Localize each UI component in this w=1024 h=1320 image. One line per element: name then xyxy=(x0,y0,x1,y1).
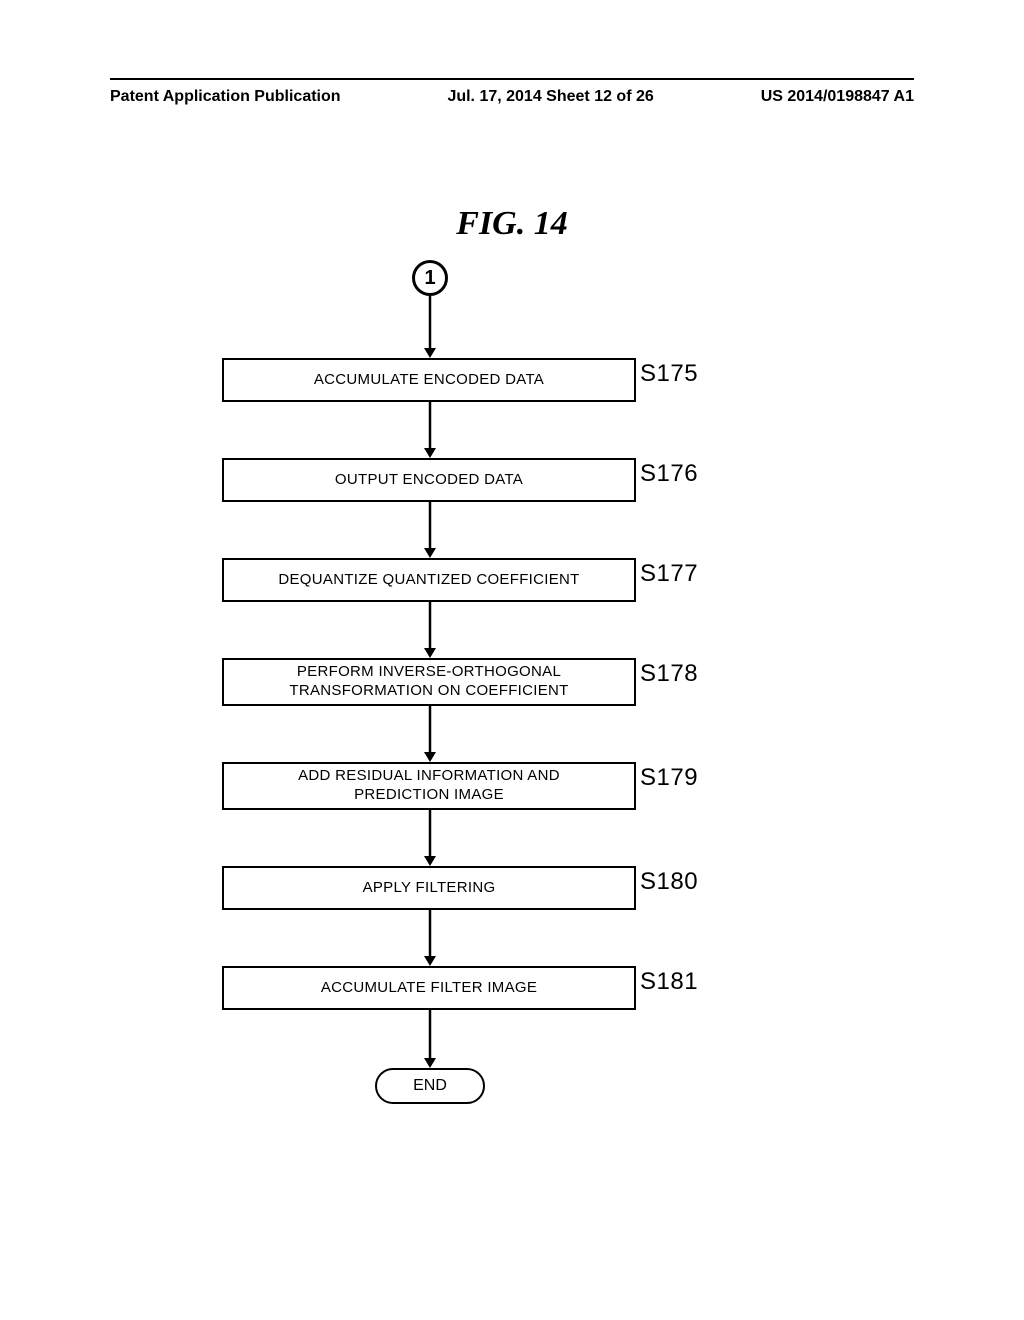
flow-step-text: ACCUMULATE ENCODED DATA xyxy=(314,371,544,390)
connector-label: 1 xyxy=(424,267,435,290)
flow-arrow xyxy=(422,402,438,458)
flow-step: ACCUMULATE ENCODED DATA xyxy=(222,358,636,402)
flow-arrow xyxy=(422,706,438,762)
flow-arrow xyxy=(422,602,438,658)
header-left: Patent Application Publication xyxy=(110,88,341,106)
flow-arrow xyxy=(422,1010,438,1068)
flow-arrow xyxy=(422,810,438,866)
flow-step-text: PERFORM INVERSE-ORTHOGONALTRANSFORMATION… xyxy=(289,663,568,701)
flow-arrow xyxy=(422,502,438,558)
flow-step: ACCUMULATE FILTER IMAGE xyxy=(222,966,636,1010)
header-rule xyxy=(110,78,914,80)
flow-terminator: END xyxy=(375,1068,485,1104)
flow-connector: 1 xyxy=(412,260,448,296)
step-label: S180 xyxy=(640,868,698,896)
flow-step-text: OUTPUT ENCODED DATA xyxy=(335,471,523,490)
header-center: Jul. 17, 2014 Sheet 12 of 26 xyxy=(447,88,653,106)
flow-arrow xyxy=(422,910,438,966)
flow-step: DEQUANTIZE QUANTIZED COEFFICIENT xyxy=(222,558,636,602)
flow-step: PERFORM INVERSE-ORTHOGONALTRANSFORMATION… xyxy=(222,658,636,706)
flow-step-text: ACCUMULATE FILTER IMAGE xyxy=(321,979,537,998)
step-label: S179 xyxy=(640,764,698,792)
figure-title: FIG. 14 xyxy=(0,205,1024,243)
terminator-label: END xyxy=(413,1077,447,1095)
step-label: S176 xyxy=(640,460,698,488)
header-right: US 2014/0198847 A1 xyxy=(761,88,914,106)
step-label: S177 xyxy=(640,560,698,588)
flow-step: OUTPUT ENCODED DATA xyxy=(222,458,636,502)
step-label: S181 xyxy=(640,968,698,996)
flow-step-text: ADD RESIDUAL INFORMATION ANDPREDICTION I… xyxy=(298,767,560,805)
flow-step: APPLY FILTERING xyxy=(222,866,636,910)
page-header: Patent Application Publication Jul. 17, … xyxy=(110,88,914,106)
flow-arrow xyxy=(422,296,438,358)
flow-step-text: APPLY FILTERING xyxy=(363,879,496,898)
page: Patent Application Publication Jul. 17, … xyxy=(0,0,1024,1320)
flow-step: ADD RESIDUAL INFORMATION ANDPREDICTION I… xyxy=(222,762,636,810)
step-label: S175 xyxy=(640,360,698,388)
step-label: S178 xyxy=(640,660,698,688)
flow-step-text: DEQUANTIZE QUANTIZED COEFFICIENT xyxy=(278,571,579,590)
